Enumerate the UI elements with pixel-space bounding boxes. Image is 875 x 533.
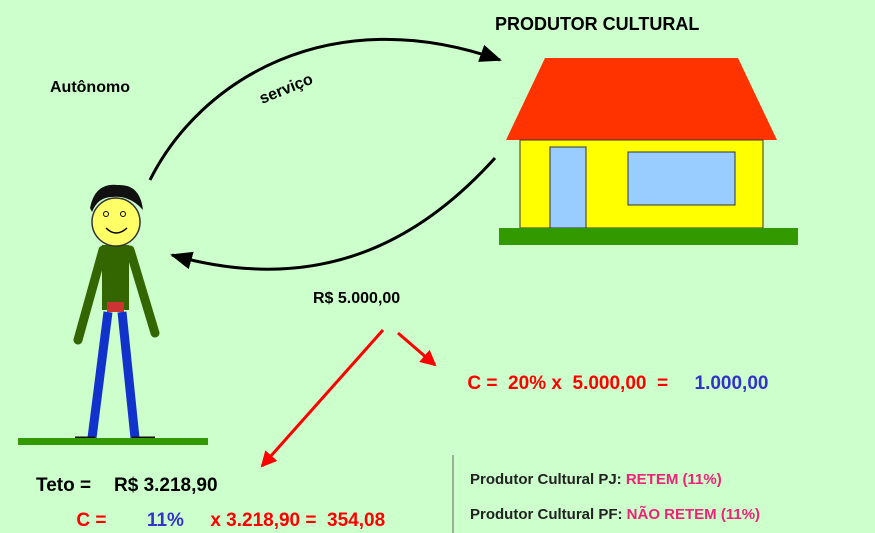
rule-value: NÃO RETEM (11%)	[627, 505, 760, 523]
main-arrow	[398, 333, 435, 365]
label: Autônomo	[50, 79, 130, 96]
house	[499, 58, 798, 245]
calc-ceiling: C = 11% x 3.218,90 = 354,08	[50, 510, 401, 531]
payment-arrow	[172, 158, 495, 269]
ceiling-arrow	[262, 330, 383, 466]
person	[18, 185, 208, 445]
calc-lhs: C =	[76, 510, 106, 531]
diagram: Autônomo serviço PRODUTOR CULTURAL R$ 5.…	[0, 0, 875, 533]
ceiling-value: R$ 3.218,90	[114, 475, 218, 496]
rule: Produtor Cultural PJ: RETEM (11%)	[470, 471, 722, 488]
label: serviço	[257, 71, 316, 108]
label: R$ 5.000,00	[313, 290, 400, 307]
calc-rate: 11%	[147, 510, 184, 531]
calc-result: 1.000,00	[695, 373, 769, 394]
label: PRODUTOR CULTURAL	[495, 14, 699, 34]
rule-label: Produtor Cultural PF:	[470, 506, 623, 523]
rule-label: Produtor Cultural PJ:	[470, 471, 622, 488]
calc-rest: x 3.218,90 = 354,08	[210, 510, 385, 531]
calc-main: C = 20% x 5.000,00 = 1.000,00	[441, 373, 784, 394]
calc-lhs: C = 20% x 5.000,00 =	[467, 373, 668, 394]
rule: Produtor Cultural PF: NÃO RETEM (11%)	[470, 505, 760, 523]
service-arrow	[150, 39, 500, 180]
rule-value: RETEM (11%)	[626, 471, 722, 488]
ceiling-label: Teto =	[36, 475, 91, 496]
